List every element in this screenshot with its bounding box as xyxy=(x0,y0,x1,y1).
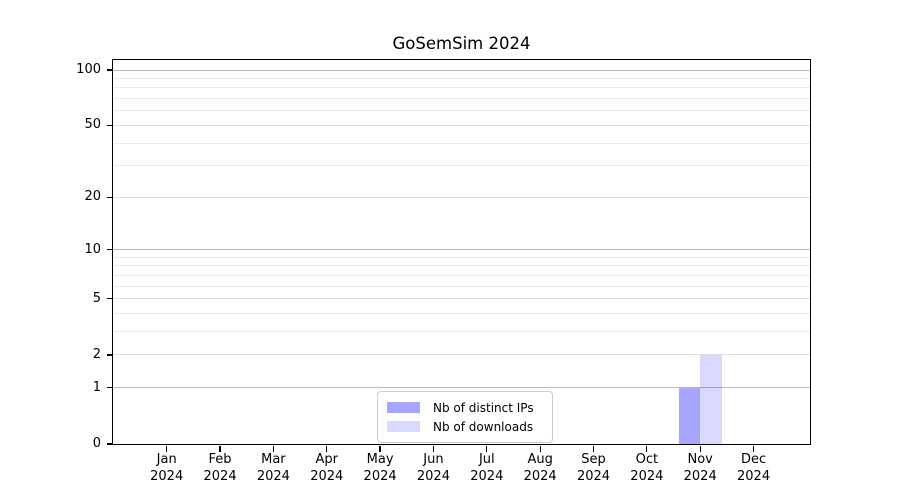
x-tick-label: Feb 2024 xyxy=(203,452,237,484)
x-tick-mark xyxy=(166,445,168,452)
y-tick-label: 50 xyxy=(84,117,101,133)
x-tick-label: Sep 2024 xyxy=(576,452,611,484)
x-tick-label: May 2024 xyxy=(363,452,397,484)
x-tick-mark xyxy=(432,445,435,452)
gridline-minor xyxy=(113,331,810,333)
y-tick-label: 0 xyxy=(92,436,101,451)
legend-item-downloads: Nb of downloads xyxy=(387,417,543,436)
gridline-minor xyxy=(113,142,810,144)
y-tick-mark xyxy=(106,298,113,300)
gridline-minor xyxy=(113,265,810,267)
gridline-minor xyxy=(113,313,810,315)
gridline-major xyxy=(113,196,810,198)
y-tick-label: 20 xyxy=(84,189,101,205)
y-tick-mark xyxy=(106,196,113,198)
y-tick-mark xyxy=(106,354,113,356)
x-tick-label: Nov 2024 xyxy=(683,452,717,484)
gridline-minor xyxy=(113,87,810,89)
gridline-major-emphasized xyxy=(113,387,810,389)
x-tick-mark xyxy=(272,445,275,452)
x-tick-label: Apr 2024 xyxy=(310,452,344,484)
legend-label-distinct-ips: Nb of distinct IPs xyxy=(433,400,534,415)
gridline-minor xyxy=(113,110,810,112)
y-tick-mark xyxy=(106,443,113,445)
downloads-swatch-icon xyxy=(387,421,420,432)
x-tick-label: Mar 2024 xyxy=(256,452,290,484)
y-tick-label: 2 xyxy=(92,346,101,362)
gridline-minor xyxy=(113,256,810,258)
gridline-major-emphasized xyxy=(113,69,810,71)
gridline-minor xyxy=(113,98,810,100)
gridline-minor xyxy=(113,165,810,167)
y-tick-label: 10 xyxy=(84,241,101,257)
x-tick-mark xyxy=(326,445,328,452)
x-tick-label: Dec 2024 xyxy=(737,452,771,484)
x-tick-label: Jan 2024 xyxy=(150,452,184,484)
bar-downloads xyxy=(700,354,722,444)
y-tick-mark xyxy=(106,387,113,389)
y-tick-mark xyxy=(106,124,113,127)
x-tick-mark xyxy=(539,445,541,452)
bar-distinct-ips xyxy=(678,387,701,444)
y-tick-label: 1 xyxy=(92,379,101,395)
gridline-minor xyxy=(113,285,810,287)
legend-label-downloads: Nb of downloads xyxy=(433,419,534,434)
gridline-minor xyxy=(113,77,810,79)
chart-title: GoSemSim 2024 xyxy=(392,34,531,53)
gridline-major xyxy=(113,124,810,126)
x-tick-mark xyxy=(592,445,595,452)
x-tick-label: Jul 2024 xyxy=(470,452,504,484)
distinct-ips-swatch-icon xyxy=(387,402,420,413)
x-tick-mark xyxy=(219,445,221,452)
legend-item-distinct-ips: Nb of distinct IPs xyxy=(387,398,543,417)
y-tick-label: 100 xyxy=(76,62,101,78)
x-tick-label: Oct 2024 xyxy=(630,452,664,484)
x-tick-mark xyxy=(379,445,381,452)
gridline-minor xyxy=(113,274,810,276)
y-tick-label: 5 xyxy=(92,290,101,306)
gridline-major xyxy=(113,298,810,300)
y-tick-mark xyxy=(106,69,113,71)
gridline-major-emphasized xyxy=(113,249,810,251)
x-tick-mark xyxy=(486,445,488,452)
x-tick-mark xyxy=(752,445,755,452)
x-tick-label: Aug 2024 xyxy=(523,452,557,484)
x-tick-mark xyxy=(646,445,648,452)
x-tick-label: Jun 2024 xyxy=(416,452,450,484)
x-tick-mark xyxy=(699,445,701,452)
gridline-major xyxy=(113,354,810,356)
legend: Nb of distinct IPs Nb of downloads xyxy=(377,391,553,443)
y-tick-mark xyxy=(106,249,113,251)
